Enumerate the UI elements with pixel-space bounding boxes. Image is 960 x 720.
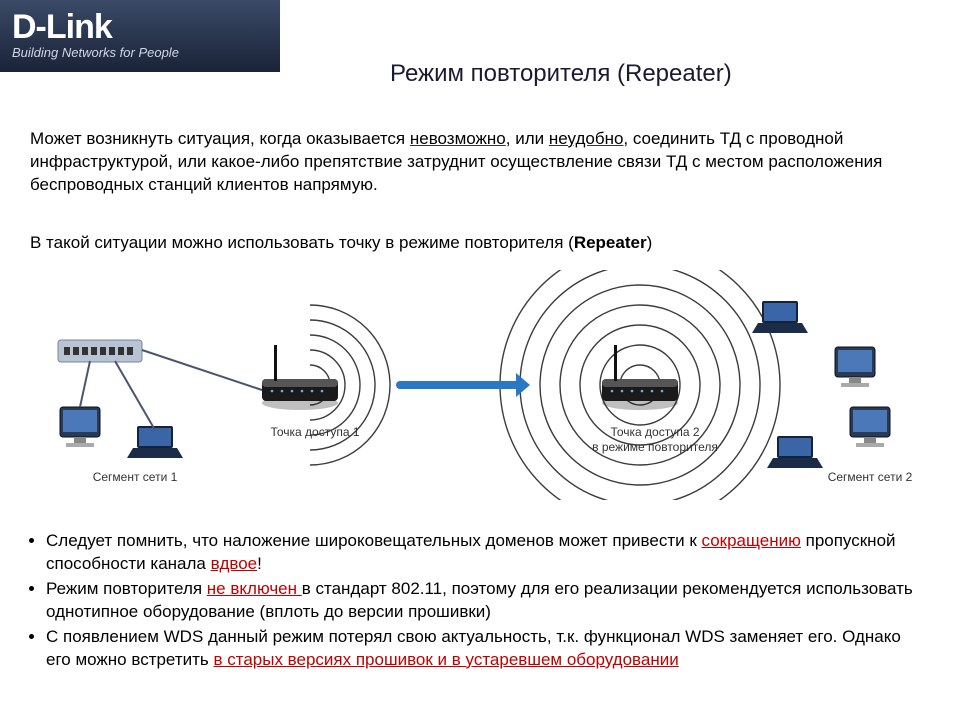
ap1-label: Точка доступа 1 — [255, 425, 375, 439]
segment2-label: Сегмент сети 2 — [810, 470, 930, 484]
brand-header: D-Link Building Networks for People — [0, 0, 280, 72]
diagram-svg — [0, 270, 960, 500]
list-item: Режим повторителя не включен в стандарт … — [46, 578, 930, 624]
text: Следует помнить, что наложение широковещ… — [46, 531, 702, 550]
brand-tagline: Building Networks for People — [12, 45, 268, 60]
text: , или — [506, 129, 549, 148]
text: ! — [257, 554, 262, 573]
page-title: Режим повторителя (Repeater) — [390, 60, 732, 88]
brand-logo: D-Link — [12, 8, 268, 47]
intro-paragraph-2: В такой ситуации можно использовать точк… — [30, 232, 930, 255]
text: Может возникнуть ситуация, когда оказыва… — [30, 129, 410, 148]
list-item: С появлением WDS данный режим потерял св… — [46, 626, 930, 672]
segment1-label: Сегмент сети 1 — [75, 470, 195, 484]
notes-list: Следует помнить, что наложение широковещ… — [30, 530, 930, 674]
emphasis: невозможно — [410, 129, 506, 148]
intro-paragraph-1: Может возникнуть ситуация, когда оказыва… — [30, 128, 930, 197]
text: В такой ситуации можно использовать точк… — [30, 233, 574, 252]
ap2-label-line2: в режиме повторителя — [580, 440, 730, 454]
warning: в старых версиях прошивок и в устаревшем… — [213, 650, 678, 669]
text: Режим повторителя — [46, 579, 207, 598]
list-item: Следует помнить, что наложение широковещ… — [46, 530, 930, 576]
network-diagram: Точка доступа 1 Точка доступа 2 в режиме… — [0, 270, 960, 500]
warning: сокращению — [702, 531, 801, 550]
warning: не включен — [207, 579, 302, 598]
warning: вдвое — [211, 554, 258, 573]
keyword: Repeater — [574, 233, 647, 252]
emphasis: неудобно — [549, 129, 624, 148]
text: ) — [647, 233, 653, 252]
ap2-label-line1: Точка доступа 2 — [580, 425, 730, 439]
